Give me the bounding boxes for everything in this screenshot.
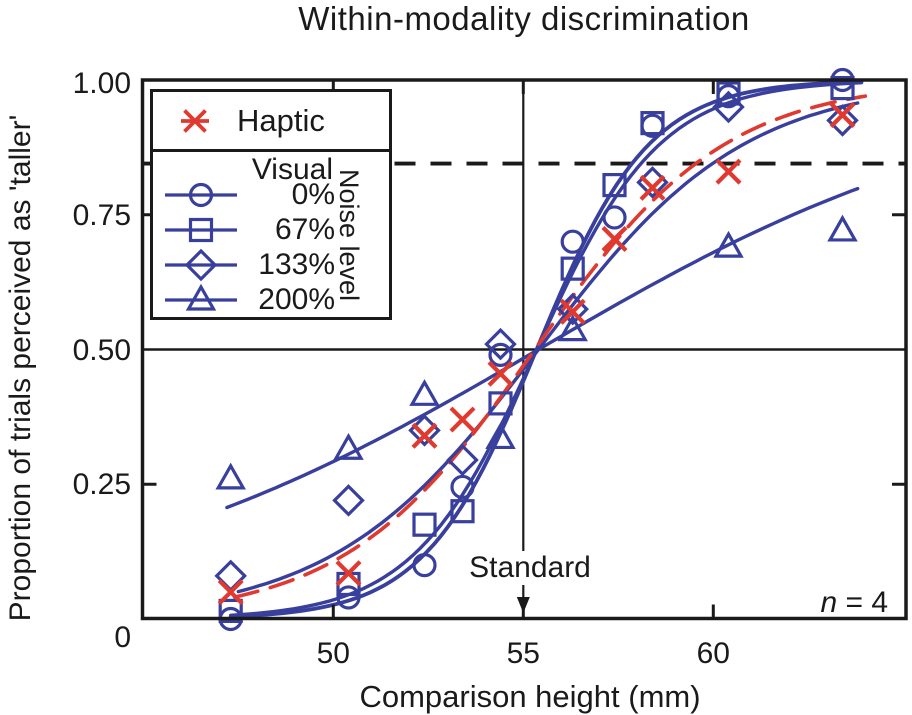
sample-size-n: n (820, 586, 838, 619)
chart-title: Within-modality discrimination (298, 0, 750, 37)
standard-annotation: Standard (450, 551, 610, 585)
legend-item-label: 67% (274, 212, 335, 246)
legend-marker-circle-icon (165, 182, 237, 207)
y-tick-label: 0.75 (72, 198, 131, 232)
legend-visual-section: Visual Noise level 0% 67% 133% 200% (153, 152, 389, 317)
legend-item-67: 67% (161, 212, 335, 247)
x-tick-label: 60 (696, 637, 730, 670)
legend-item-label: 133% (258, 247, 335, 281)
legend-haptic-row: Haptic (153, 92, 389, 152)
y-tick-label: 0.25 (72, 468, 131, 502)
legend-marker-triangle-icon (165, 283, 237, 311)
legend-haptic-label: Haptic (237, 102, 325, 138)
legend-marker-diamond-icon (165, 248, 237, 281)
series-x (217, 102, 856, 606)
legend-noise-level-label: Noise level (334, 168, 364, 302)
y-tick-label: 1.00 (72, 67, 131, 100)
legend-item-label: 200% (258, 282, 335, 316)
sample-size-annotation: n = 4 (738, 586, 888, 620)
legend-item-0: 0% (161, 177, 335, 212)
y-tick-label: 0 (114, 621, 131, 654)
legend-noise-items: 0% 67% 133% 200% (161, 177, 335, 317)
legend: Haptic Visual Noise level 0% 67% 133% 200% (150, 89, 392, 320)
y-axis-label: Proportion of trials perceived as 'talle… (4, 114, 37, 622)
legend-marker-square-icon (165, 217, 237, 242)
haptic-asterisk-icon (181, 108, 209, 133)
x-tick-label: 50 (316, 637, 350, 670)
fitted-curves (225, 79, 868, 619)
x-tick-label: 55 (506, 637, 540, 670)
y-tick-label: 0.50 (72, 333, 131, 367)
x-axis-label: Comparison height (mm) (359, 679, 701, 714)
legend-visual-title: Visual (251, 153, 333, 186)
legend-item-label: 0% (291, 177, 335, 211)
legend-item-133: 133% (161, 247, 335, 282)
legend-item-200: 200% (161, 282, 335, 317)
sample-size-value: = 4 (837, 586, 888, 619)
series-triangle (215, 214, 858, 490)
